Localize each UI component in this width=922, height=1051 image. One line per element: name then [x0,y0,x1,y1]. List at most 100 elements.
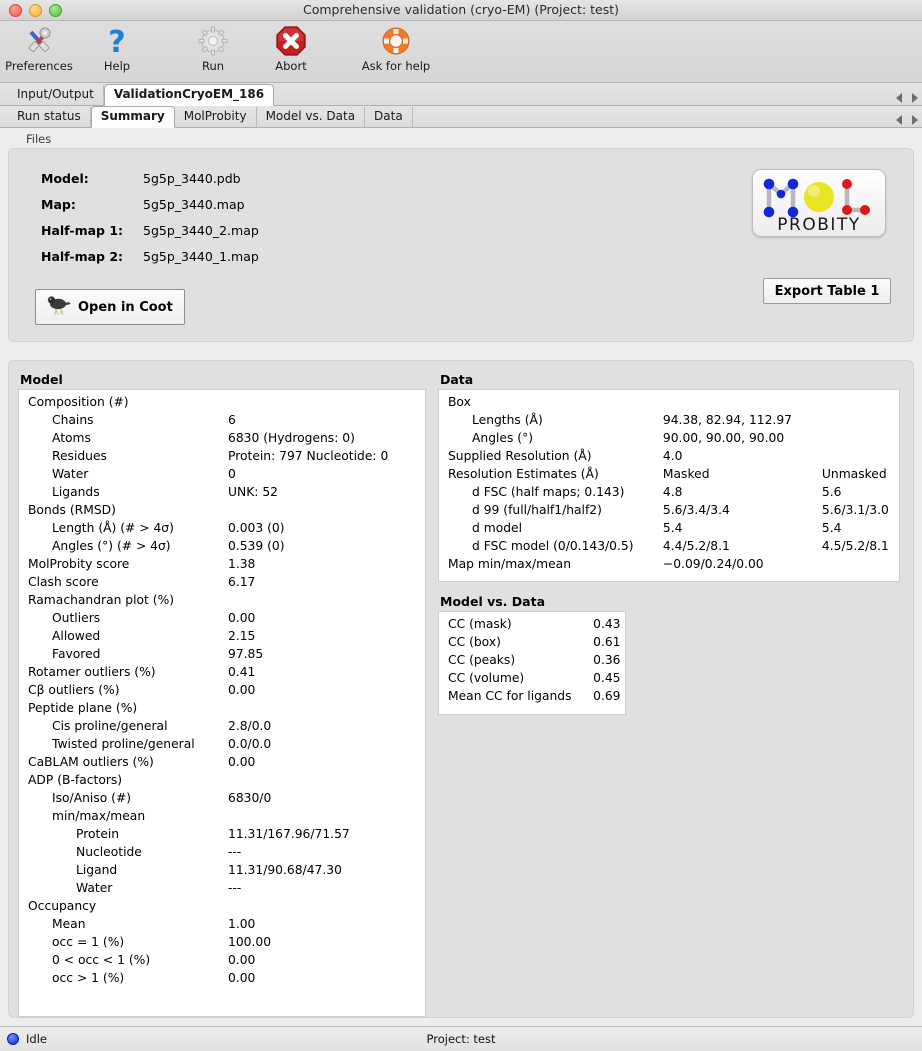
stat-label: CaBLAM outliers (%) [28,755,154,769]
abort-stop-icon [275,24,307,58]
tab-summary[interactable]: Summary [90,106,175,128]
stat-value: 0.003 (0) [228,521,285,535]
scroll-right-icon-2[interactable] [912,115,918,125]
file-value-halfmap1: 5g5p_3440_2.map [143,223,259,238]
coot-bird-icon [45,294,71,320]
open-in-coot-button[interactable]: Open in Coot [35,289,185,325]
secondary-tab-bar: Run status Summary MolProbity Model vs. … [0,106,922,128]
table-row: Atoms 6830 (Hydrogens: 0) [19,429,425,447]
toolbar-button-preferences[interactable]: Preferences [0,24,78,73]
stat-value [228,771,425,789]
stat-label: MolProbity score [28,557,130,571]
tab-molprobity[interactable]: MolProbity [175,107,257,127]
stat-label: Favored [52,647,101,661]
table-row: Angles (°) (# > 4σ) 0.539 (0) [19,537,425,555]
stat-value-unmasked: 5.4 [821,521,842,535]
window-controls [0,3,62,17]
statistics-panel: Model Composition (#) Chains 6 Atoms 6830 … [8,360,914,1018]
stat-label: Cis proline/general [52,719,168,733]
tab-run-status[interactable]: Run status [8,107,91,127]
toolbar-label-run: Run [201,59,225,73]
stat-label: Water [52,467,89,481]
table-row: Cis proline/general 2.8/0.0 [19,717,425,735]
model-section-title: Model [20,372,63,387]
model-vs-data-table: CC (mask) 0.43 CC (box) 0.61 CC (peaks) 0.3… [439,615,625,705]
stat-label: Supplied Resolution (Å) [448,449,592,463]
stat-label: Map min/max/mean [448,557,571,571]
scroll-right-icon[interactable] [912,93,918,103]
stat-value: 97.85 [228,647,264,661]
stat-label: Mean CC for ligands [448,689,572,703]
table-row: CC (volume) 0.45 [439,669,625,687]
table-row: Ligand 11.31/90.68/47.30 [19,861,425,879]
stat-value: 6.17 [228,575,256,589]
stat-value: 0 [228,467,236,481]
tab-data[interactable]: Data [365,107,413,127]
stat-label: Cβ outliers (%) [28,683,120,697]
stat-label: Clash score [28,575,99,589]
files-panel: Model: 5g5p_3440.pdb Map: 5g5p_3440.map … [8,148,914,342]
export-table-1-button[interactable]: Export Table 1 [763,278,891,304]
preferences-icon [23,24,55,58]
table-row: occ = 1 (%) 100.00 [19,933,425,951]
table-row: 0 < occ < 1 (%) 0.00 [19,951,425,969]
secondary-tab-scroll-arrows [896,115,918,125]
stat-label: Twisted proline/general [52,737,195,751]
minimize-button[interactable] [29,3,42,17]
table-row: Angles (°) 90.00, 90.00, 90.00 [439,429,899,447]
model-vs-data-box: CC (mask) 0.43 CC (box) 0.61 CC (peaks) 0.3… [438,611,626,715]
stat-label: Ligands [52,485,100,499]
table-row: Protein 11.31/167.96/71.57 [19,825,425,843]
stat-label: Outliers [52,611,101,625]
stat-value-unmasked: 5.6 [821,485,842,499]
stat-value-masked [663,393,822,411]
stat-value [228,807,425,825]
stat-value-masked: 94.38, 82.94, 112.97 [662,413,792,427]
stat-value: 0.539 (0) [228,539,285,553]
toolbar-button-run[interactable]: Run [174,24,252,73]
table-row: Iso/Aniso (#) 6830/0 [19,789,425,807]
table-row: Residues Protein: 797 Nucleotide: 0 [19,447,425,465]
scroll-left-icon[interactable] [896,93,902,103]
toolbar-button-ask-for-help[interactable]: Ask for help [348,24,444,73]
stat-value [228,393,425,411]
table-row: Resolution Estimates (Å) Masked Unmasked [439,465,899,483]
table-row: Supplied Resolution (Å) 4.0 [439,447,899,465]
table-row: Mean CC for ligands 0.69 [439,687,625,705]
scroll-left-icon-2[interactable] [896,115,902,125]
table-row: d FSC model (0/0.143/0.5) 4.4/5.2/8.1 4.5/… [439,537,899,555]
tab-validationcryoem-186[interactable]: ValidationCryoEM_186 [103,84,275,106]
zoom-button[interactable] [49,3,62,17]
stat-value: 0.61 [593,635,621,649]
stat-label: min/max/mean [52,809,146,823]
data-section-title: Data [440,372,474,387]
tab-input-output[interactable]: Input/Output [8,85,104,105]
table-row: Map min/max/mean −0.09/0.24/0.00 [439,555,899,573]
table-row: Rotamer outliers (%) 0.41 [19,663,425,681]
file-value-model: 5g5p_3440.pdb [143,171,241,186]
stat-value-unmasked [822,393,899,411]
table-row: CaBLAM outliers (%) 0.00 [19,753,425,771]
summary-content: Files Model: 5g5p_3440.pdb Map: 5g5p_344… [0,128,922,1018]
stat-label: Residues [52,449,107,463]
stat-value [228,699,425,717]
table-row: Ramachandran plot (%) [19,591,425,609]
data-stats-table: Box Lengths (Å) 94.38, 82.94, 112.97 Angl… [439,393,899,573]
stat-value: --- [228,845,242,859]
table-row: Length (Å) (# > 4σ) 0.003 (0) [19,519,425,537]
stat-value: 6830 (Hydrogens: 0) [228,431,355,445]
toolbar-button-abort[interactable]: Abort [252,24,330,73]
help-question-icon: ? [101,24,133,58]
stat-value-unmasked: Unmasked [821,467,887,481]
table-row: Map: 5g5p_3440.map [41,197,259,223]
close-button[interactable] [9,3,22,17]
table-row: Clash score 6.17 [19,573,425,591]
table-row: Half-map 1: 5g5p_3440_2.map [41,223,259,249]
toolbar-label-preferences: Preferences [5,59,73,73]
toolbar-button-help[interactable]: ? Help [78,24,156,73]
table-row: occ > 1 (%) 0.00 [19,969,425,987]
toolbar-label-help: Help [103,59,131,73]
tab-model-vs-data[interactable]: Model vs. Data [257,107,366,127]
stat-value-unmasked [822,429,899,447]
stat-value-masked: 4.0 [662,449,683,463]
